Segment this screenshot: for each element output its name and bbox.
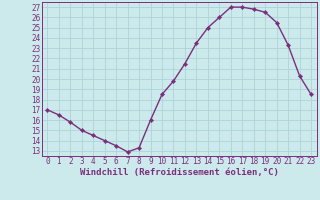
X-axis label: Windchill (Refroidissement éolien,°C): Windchill (Refroidissement éolien,°C) — [80, 168, 279, 177]
